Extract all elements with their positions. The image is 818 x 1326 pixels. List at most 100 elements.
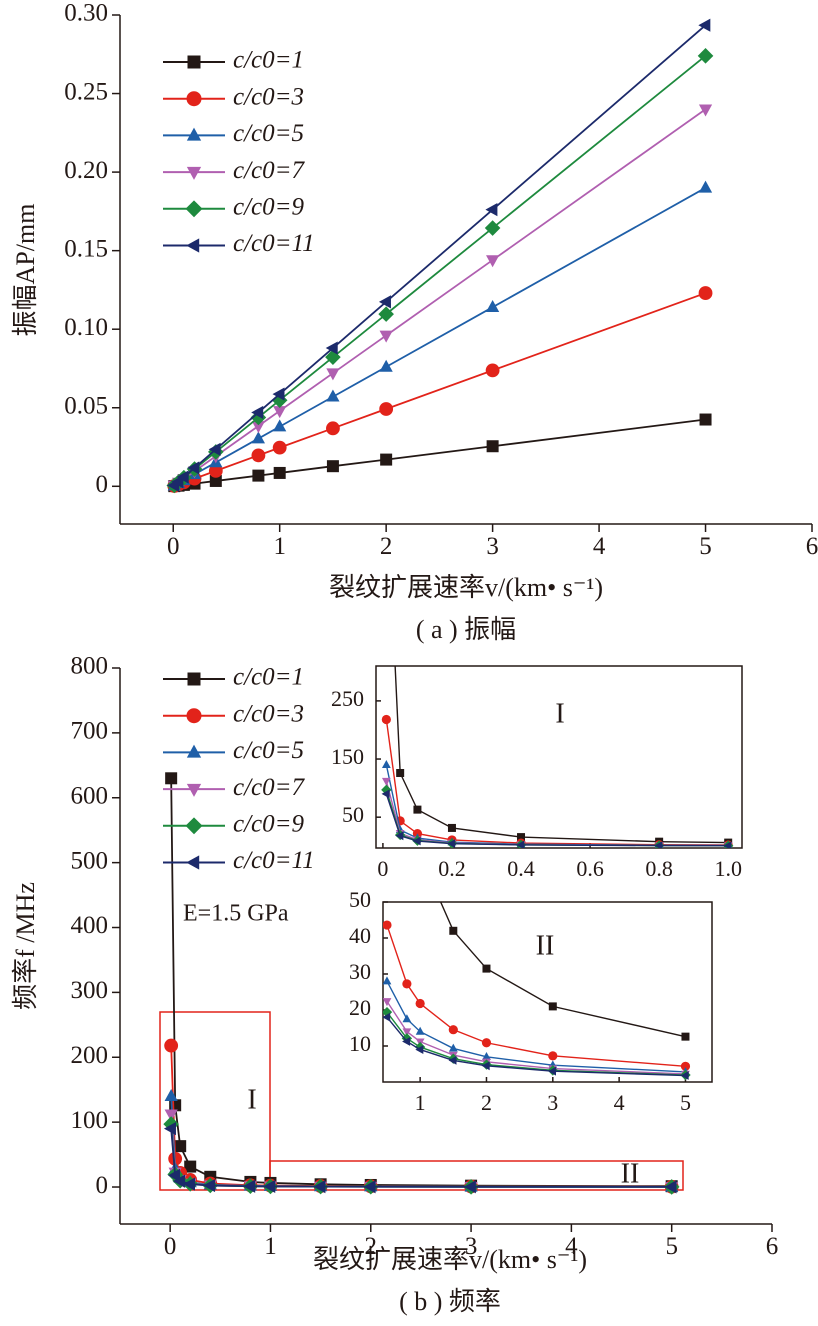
data-point [251,431,265,444]
data-point [548,1051,558,1061]
data-point [664,1180,677,1194]
x-tick-label: 0 [377,856,388,881]
data-point [326,368,340,381]
data-point [203,1178,216,1193]
legend-marker [186,238,200,253]
x-axis-label: 裂纹扩展速率v/(km• s⁻¹) [313,1245,587,1274]
data-point [698,104,713,117]
legend-marker [185,817,203,835]
y-tick-label: 300 [71,977,109,1004]
data-point [363,1180,376,1194]
plot-area [166,18,714,494]
data-point [402,1014,412,1023]
legend-marker [186,708,202,724]
data-point [412,836,421,846]
annotation: II [621,1158,640,1189]
data-point [402,1037,411,1046]
y-tick-label: 800 [71,653,109,680]
y-tick-label: 0 [96,471,109,498]
legend-label: c/c0=5 [233,120,304,147]
data-point [165,772,178,785]
y-tick-label: 50 [349,887,371,912]
data-point [413,805,422,814]
data-point [447,823,456,832]
y-tick-label: 700 [71,718,109,745]
data-point [485,203,498,217]
data-point [463,1180,476,1194]
data-point [273,466,286,479]
data-point [183,1177,196,1191]
data-point [174,1140,187,1153]
data-point [378,295,391,309]
annotation: I [555,698,564,729]
y-tick-label: 100 [71,1107,109,1134]
data-point [187,461,200,475]
data-point [167,1168,180,1182]
data-point [383,920,392,930]
data-point [251,448,266,463]
x-tick-label: 1 [264,1233,277,1260]
x-tick-label: 1.0 [714,856,742,881]
y-tick-label: 10 [349,1031,371,1056]
data-point [326,389,340,402]
data-point [164,1088,178,1101]
data-point [698,286,713,300]
data-point [481,1061,490,1071]
axes-frame [382,901,713,1083]
data-point [208,464,223,478]
data-point [486,440,499,453]
axes-frame [375,665,743,849]
data-point [184,1160,197,1173]
data-point [447,839,456,848]
data-point [415,1045,424,1054]
y-tick-label: 50 [342,802,364,827]
legend-label: c/c0=11 [233,847,315,874]
inset-background [376,666,742,848]
data-point [243,1179,256,1193]
data-point [313,1180,326,1194]
data-point [381,714,391,725]
x-tick-label: 4 [614,1090,625,1115]
data-point [697,48,714,64]
legend-label: c/c0=3 [233,83,304,110]
data-point [482,964,491,973]
y-tick-label: 150 [331,744,364,769]
x-tick-label: 0.2 [438,856,466,881]
data-point [272,387,285,401]
caption: ( a ) 振幅 [416,615,516,644]
data-point [164,1038,179,1053]
data-point [251,405,264,420]
legend-label: c/c0=7 [233,157,306,184]
y-tick-label: 0 [96,1172,109,1199]
x-tick-label: 1 [273,533,286,560]
data-point [482,1052,491,1060]
x-tick-label: 2 [365,1233,378,1260]
data-point [449,926,458,935]
y-tick-label: 0.05 [64,392,108,419]
y-tick-label: 20 [349,995,371,1020]
legend-label: c/c0=7 [233,774,306,801]
legend-label: c/c0=1 [233,47,304,74]
annotation: I [247,1084,256,1115]
data-point [326,460,339,473]
legend-marker [186,127,202,141]
x-tick-label: 6 [766,1233,779,1260]
data-point [325,349,341,365]
data-point [698,18,711,32]
data-point [402,979,412,989]
chart: 0 1 2 3 4 5 60100200300400500600700800裂纹扩展速率v/… [11,653,778,1316]
data-point [486,300,500,313]
data-point [681,1032,690,1041]
data-point [379,359,393,372]
data-point [680,1061,691,1071]
legend-label: c/c0=5 [233,737,304,764]
x-tick-label: 3 [486,533,499,560]
y-axis-label: 振幅AP/mm [11,204,40,337]
x-tick-label: 5 [665,1233,678,1260]
x-tick-label: 4 [593,533,606,560]
chart: 1 2 3 4 5 10 20 30 40 50 II [349,887,713,1115]
legend-label: c/c0=9 [233,811,305,838]
x-tick-label: 0 [167,533,180,560]
data-point [415,1026,425,1035]
